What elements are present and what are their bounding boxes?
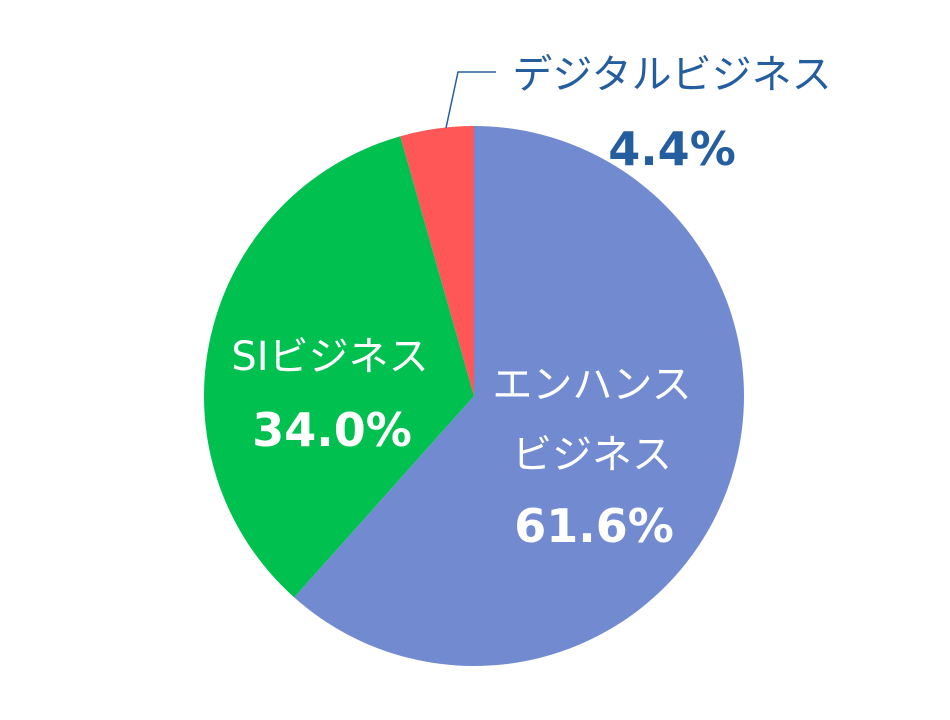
label-si: SIビジネス 34.0% [231, 334, 428, 457]
label-enhance-line2: ビジネス [512, 432, 672, 478]
value-label-digital: 4.4% [608, 122, 736, 176]
value-label-enhance: 61.6% [514, 499, 674, 553]
pie-slice-0 [294, 126, 745, 667]
value-label-si: 34.0% [252, 403, 412, 457]
label-digital: デジタルビジネス 4.4% [512, 52, 831, 176]
label-enhance-line1: エンハンス [492, 362, 691, 408]
pie-slice-2 [400, 126, 474, 396]
pie-slice-1 [204, 136, 474, 598]
pie-slices [204, 126, 745, 667]
label-digital-line1: デジタルビジネス [512, 52, 831, 98]
label-si-line1: SIビジネス [231, 334, 428, 380]
label-enhance: エンハンス ビジネス 61.6% [492, 362, 691, 553]
leader-line-digital [445, 71, 496, 129]
